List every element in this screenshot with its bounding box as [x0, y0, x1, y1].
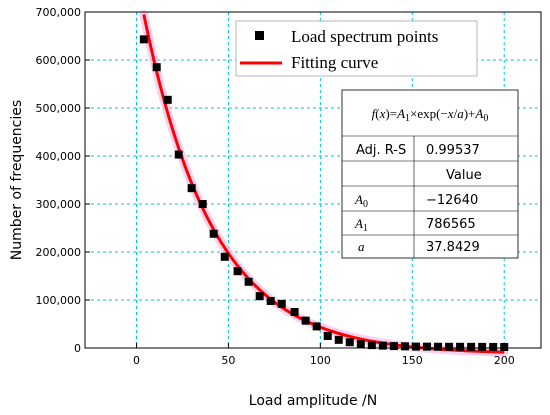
param-a-value: 37.8429	[426, 240, 480, 255]
scatter-point	[356, 340, 365, 349]
legend-frame	[235, 20, 478, 77]
scatter-point	[334, 335, 343, 344]
y-tick-label: 600,000	[36, 54, 82, 67]
value-header: Value	[446, 168, 482, 183]
x-tick-label: 50	[221, 354, 235, 367]
eq-x2: x	[447, 106, 454, 121]
scatter-points	[139, 35, 509, 351]
y-tick-label: 500,000	[36, 102, 82, 115]
x-tick-label: 0	[133, 354, 140, 367]
eq-plus: )+	[464, 106, 476, 121]
eq-exp: ×exp(−	[410, 106, 448, 121]
eq-slash: /	[454, 106, 458, 121]
scatter-point	[266, 296, 275, 305]
fit-equation: f(x)=A1×exp(−x/a)+A0	[372, 106, 489, 124]
scatter-point	[187, 184, 196, 193]
legend-label-fit: Fitting curve	[291, 53, 378, 72]
param-a1-label: A1	[354, 216, 368, 234]
eq-a1: A	[396, 106, 405, 121]
eq-x: x	[379, 106, 386, 121]
y-tick-label: 100,000	[36, 294, 82, 307]
eq-a: a	[457, 106, 464, 121]
scatter-point	[445, 342, 454, 351]
y-tick-label: 300,000	[36, 198, 82, 211]
scatter-point	[174, 150, 183, 159]
adj-r-value: 0.99537	[426, 143, 480, 158]
scatter-point	[389, 342, 398, 351]
plot-frame	[84, 11, 542, 349]
eq-a0-sub: 0	[483, 113, 488, 124]
legend: Load spectrum points Fitting curve	[235, 20, 478, 77]
y-axis-label: Number of frequencies	[9, 100, 25, 260]
scatter-point	[277, 299, 286, 308]
scatter-point	[198, 200, 207, 208]
scatter-point	[434, 342, 443, 351]
param-a0-label: A0	[354, 192, 368, 210]
eq-f: f	[372, 106, 378, 121]
scatter-point	[152, 63, 161, 72]
fit-table: f(x)=A1×exp(−x/a)+A0 Adj. R-S 0.99537 Va…	[341, 89, 519, 259]
scatter-point	[345, 338, 354, 347]
scatter-point	[244, 277, 253, 286]
scatter-point	[290, 308, 299, 316]
eq-open: (	[375, 106, 379, 121]
scatter-point	[255, 292, 264, 301]
scatter-point	[423, 342, 431, 351]
fit-table-frame	[341, 89, 519, 259]
scatter-point	[467, 342, 476, 351]
scatter-point	[489, 342, 498, 351]
scatter-point	[378, 341, 387, 350]
x-tick-label: 150	[402, 354, 423, 367]
y-tick-label: 0	[74, 342, 81, 355]
scatter-point	[209, 229, 218, 238]
x-tick-label: 100	[310, 354, 331, 367]
x-tick-label: 200	[494, 354, 515, 367]
x-axis-label: Load amplitude /N	[249, 393, 377, 409]
eq-a0: A	[474, 106, 483, 121]
scatter-point	[233, 267, 242, 276]
param-a-label: a	[358, 239, 365, 254]
fitting-curve	[142, 14, 505, 354]
scatter-point	[411, 342, 420, 351]
scatter-point	[400, 342, 409, 351]
legend-marker-points	[255, 31, 264, 40]
y-tick-label: 400,000	[36, 150, 82, 163]
eq-close: )=	[385, 106, 397, 121]
y-tick-label: 200,000	[36, 246, 82, 259]
scatter-point	[301, 316, 310, 325]
param-a1-value: 786565	[426, 217, 476, 232]
eq-a1-sub: 1	[405, 113, 410, 124]
scatter-point	[139, 35, 148, 44]
scatter-point	[220, 252, 229, 261]
fitting-curve-layer	[139, 9, 509, 357]
y-axis-ticks: 0 100,000 200,000 300,000 400,000 500,000 600,…	[36, 6, 90, 355]
legend-label-points: Load spectrum points	[291, 27, 438, 46]
scatter-point	[367, 341, 376, 350]
scatter-point	[312, 322, 321, 331]
adj-r-label: Adj. R-S	[356, 143, 406, 158]
scatter-point	[163, 95, 172, 104]
scatter-point	[478, 342, 487, 351]
scatter-point	[456, 342, 465, 351]
y-tick-label: 700,000	[36, 6, 82, 19]
param-a0-value: −12640	[426, 193, 478, 208]
x-axis-ticks: 0 50 100 150 200	[133, 343, 515, 367]
scatter-point	[323, 332, 332, 340]
